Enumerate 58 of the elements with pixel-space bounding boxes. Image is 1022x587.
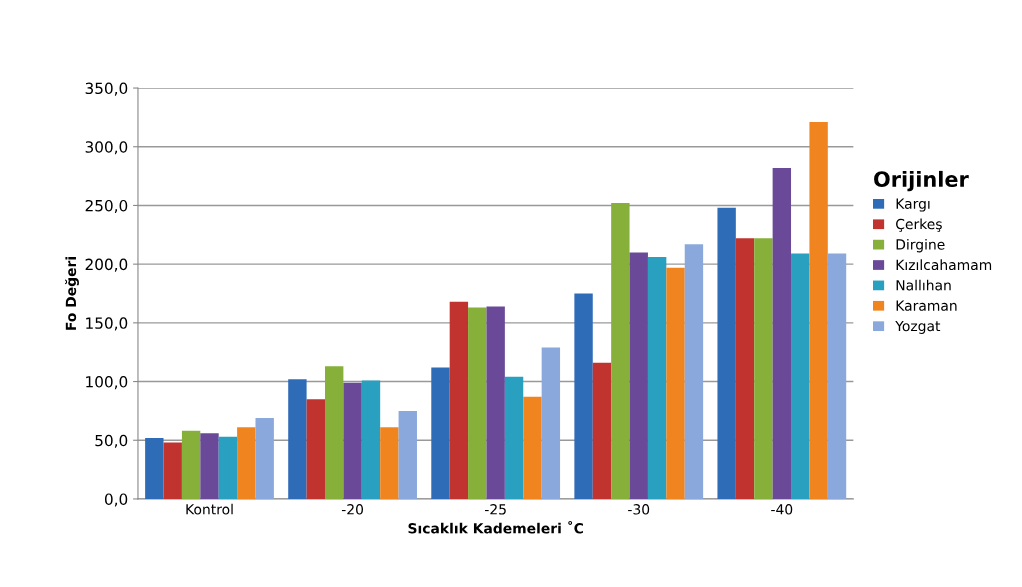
bar <box>809 122 828 499</box>
y-tick-label: 300,0 <box>85 141 128 155</box>
x-tick-label: -20 <box>341 504 364 515</box>
x-tick-label: -40 <box>771 504 793 515</box>
bar <box>431 367 450 499</box>
bar <box>772 167 792 499</box>
y-axis-title: Fo Değeri <box>65 257 79 330</box>
bar <box>255 417 274 499</box>
bar <box>181 430 201 499</box>
bar <box>468 307 487 499</box>
bar <box>486 306 505 499</box>
bar <box>827 253 847 499</box>
bar <box>398 410 417 499</box>
legend-label: Çerkeş <box>896 218 942 232</box>
bar <box>343 382 362 499</box>
bar <box>647 257 667 499</box>
y-tick-label: 150,0 <box>86 317 128 331</box>
bar <box>717 207 736 499</box>
legend-label: Kargı <box>896 198 930 212</box>
bar <box>666 267 685 499</box>
bar <box>523 396 542 499</box>
bar <box>504 376 524 499</box>
bar <box>684 244 704 499</box>
bar <box>735 238 755 499</box>
bar <box>592 362 612 499</box>
bar <box>145 437 164 499</box>
y-tick-label: 200,0 <box>85 258 128 272</box>
bar <box>791 253 810 499</box>
legend-title: Orijinler <box>874 170 969 192</box>
legend-label: Yozgat <box>895 320 941 334</box>
bar <box>449 301 469 499</box>
bar <box>361 380 381 499</box>
bar <box>163 442 182 499</box>
bar <box>200 433 219 499</box>
bar <box>754 238 773 499</box>
bar <box>574 293 593 499</box>
legend-label: Karaman <box>896 300 957 311</box>
x-tick-label: -25 <box>485 504 506 515</box>
y-tick-label: 50,0 <box>95 434 128 448</box>
bar <box>541 347 561 499</box>
x-tick-label: -30 <box>628 504 650 515</box>
y-tick-label: 100,0 <box>86 376 128 390</box>
legend-label: Kızılcahamam <box>896 259 992 271</box>
y-tick-label: 250,0 <box>85 199 128 214</box>
bar <box>629 252 648 499</box>
bar <box>237 427 256 499</box>
x-tick-label: Kontrol <box>186 503 233 515</box>
x-axis-title: Sıcaklık Kademeleri ˚C <box>408 521 583 534</box>
legend-label: Dirgine <box>896 238 945 253</box>
bar <box>380 427 399 499</box>
bar <box>611 203 630 499</box>
legend-label: Nallıhan <box>896 279 951 291</box>
bar <box>218 436 238 499</box>
y-tick-label: 0,0 <box>104 493 128 507</box>
bar <box>306 399 325 499</box>
bar <box>288 379 307 499</box>
bar <box>325 366 344 499</box>
y-tick-label: 350,0 <box>85 82 128 96</box>
